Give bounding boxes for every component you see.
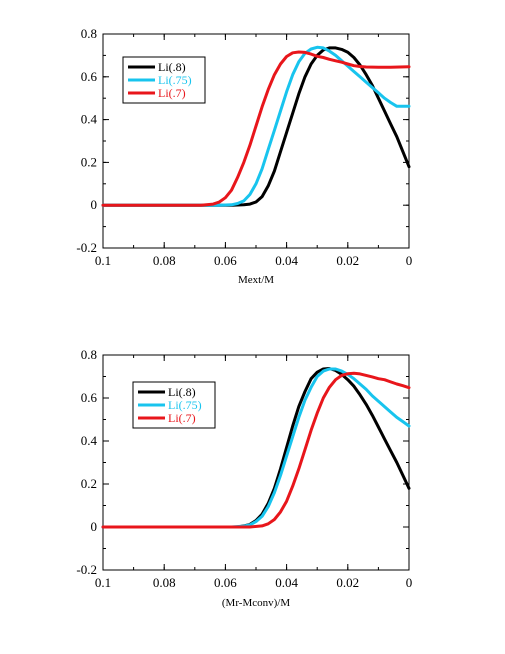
legend-label: Li(.75) <box>168 398 202 412</box>
x-tick-label: 0.08 <box>153 253 176 268</box>
chart-top: 0.1 0.08 0.06 0.04 0.02 0 -0.2 0 0.2 0.4 0.6 0.8 Li(… <box>76 26 412 286</box>
series-line-li75 <box>101 367 411 529</box>
y-tick-label: 0.2 <box>81 154 97 169</box>
legend-label: Li(.8) <box>158 60 186 74</box>
x-tick-label: 0 <box>406 253 413 268</box>
series-line-li8 <box>101 46 411 207</box>
x-axis-label: Mext/M <box>238 274 274 286</box>
legend-label: Li(.7) <box>168 411 196 425</box>
x-tick-label: 0.04 <box>275 253 298 268</box>
x-tick-label: 0 <box>406 575 413 590</box>
series-line-li7 <box>101 371 411 529</box>
x-tick-label: 0.02 <box>336 253 359 268</box>
series-line-li75 <box>101 45 411 207</box>
x-tick-label: 0.08 <box>153 575 176 590</box>
x-tick-label: 0.04 <box>275 575 298 590</box>
y-tick-label: -0.2 <box>76 562 97 577</box>
y-tick-label: 0.4 <box>81 112 98 127</box>
legend-label: Li(.75) <box>158 73 192 87</box>
x-axis-label: (Mr-Mconv)/M <box>222 597 290 609</box>
y-tick-label: 0.4 <box>81 433 98 448</box>
y-tick-label: 0.8 <box>81 26 97 41</box>
y-tick-label: 0.6 <box>81 69 98 84</box>
y-tick-label: -0.2 <box>76 240 97 255</box>
series-line-li7 <box>101 50 411 207</box>
y-tick-label: 0 <box>91 197 98 212</box>
x-tick-label: 0.02 <box>336 575 359 590</box>
x-tick-label: 0.1 <box>95 253 111 268</box>
y-tick-label: 0.8 <box>81 347 97 362</box>
x-tick-label: 0.06 <box>214 253 237 268</box>
legend-label: Li(.8) <box>168 385 196 399</box>
x-tick-label: 0.1 <box>95 575 111 590</box>
legend-label: Li(.7) <box>158 86 186 100</box>
y-tick-label: 0.2 <box>81 476 97 491</box>
y-tick-label: 0.6 <box>81 390 98 405</box>
chart-bottom: 0.1 0.08 0.06 0.04 0.02 0 -0.2 0 0.2 0.4 0.6 0.8 Li(… <box>76 347 412 609</box>
x-tick-label: 0.06 <box>214 575 237 590</box>
y-tick-label: 0 <box>91 519 98 534</box>
